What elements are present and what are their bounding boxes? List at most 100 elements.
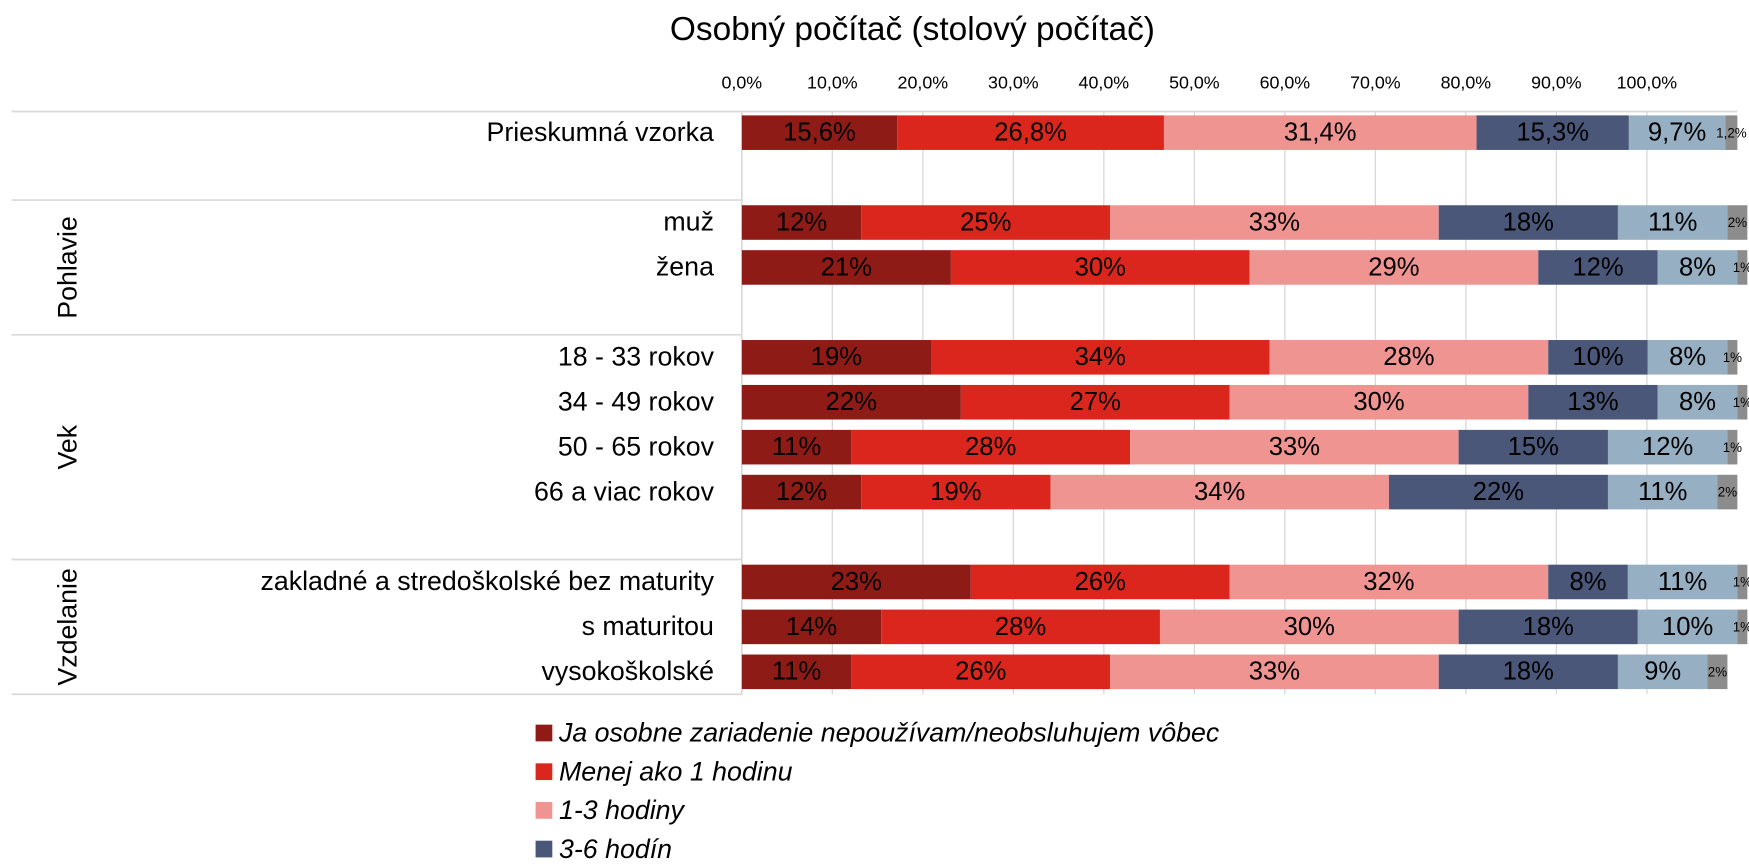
data-label: 15%	[1508, 433, 1559, 461]
bar-segment	[1130, 429, 1459, 465]
data-label: 34%	[1075, 343, 1126, 371]
category-label: s maturitou	[582, 611, 714, 641]
legend-label: 3-6 hodín	[559, 834, 672, 864]
data-label: 26%	[1075, 568, 1126, 596]
legend-label: Menej ako 1 hodinu	[559, 756, 793, 786]
data-label: 31,4%	[1284, 119, 1357, 147]
data-label: 28%	[965, 433, 1016, 461]
data-label: 30%	[1353, 388, 1404, 416]
data-label: 2%	[1728, 215, 1747, 230]
bar-segment	[1627, 564, 1738, 600]
legend-swatch	[535, 724, 553, 742]
bar-segment	[881, 609, 1160, 645]
bar-segment	[1737, 250, 1748, 285]
data-label: 13%	[1567, 388, 1618, 416]
bar-segment	[1647, 340, 1728, 375]
data-label: 10%	[1572, 343, 1623, 371]
data-label: 22%	[826, 388, 877, 416]
data-label: 12%	[776, 208, 827, 236]
bar-segment	[1538, 250, 1658, 285]
bar-segment	[1438, 654, 1618, 690]
category-label: 34 - 49 rokov	[558, 386, 715, 416]
data-label: 23%	[831, 568, 882, 596]
bar-segment	[1229, 564, 1549, 600]
bar-segment	[741, 474, 862, 510]
bar-segment	[1438, 205, 1618, 240]
data-label: 11%	[1648, 208, 1697, 236]
bar-segment	[741, 609, 882, 645]
bar-segment	[741, 340, 931, 375]
data-label: 9,7%	[1648, 119, 1706, 147]
bar-segment	[1528, 384, 1658, 420]
data-label: 12%	[1642, 433, 1693, 461]
bar-segment	[897, 115, 1164, 150]
data-label: 8%	[1570, 568, 1607, 596]
bar-segment	[1159, 609, 1459, 645]
data-label: 19%	[811, 343, 862, 371]
bar-segment	[1737, 564, 1748, 600]
bar-segment	[1388, 474, 1608, 510]
data-label: 14%	[786, 613, 837, 641]
bar-segment	[1737, 384, 1748, 420]
data-label: 10%	[1662, 613, 1713, 641]
data-label: 29%	[1368, 253, 1419, 281]
bar-segment	[851, 429, 1131, 465]
bar-segment	[1607, 429, 1728, 465]
data-label: 2%	[1718, 485, 1737, 500]
x-tick-label: 30,0%	[988, 72, 1039, 92]
bar-segment	[1269, 340, 1549, 375]
bar-segment	[1657, 250, 1738, 285]
bar-segment	[741, 250, 951, 285]
bar-segment	[741, 429, 852, 465]
group-label: Vek	[53, 424, 83, 469]
bar-segment	[861, 205, 1111, 240]
data-label: 25%	[960, 208, 1011, 236]
group-label: Vzdelanie	[53, 568, 83, 686]
bar-segment	[1548, 340, 1648, 375]
category-label: 18 - 33 rokov	[558, 341, 715, 371]
bar-segment	[1725, 115, 1738, 150]
x-tick-label: 10,0%	[807, 72, 858, 92]
data-label: 15,6%	[783, 119, 856, 147]
data-label: 19%	[930, 478, 981, 506]
bar-segment	[1050, 474, 1389, 510]
x-tick-label: 0,0%	[722, 72, 763, 92]
category-label: žena	[656, 252, 714, 282]
bar-segment	[1727, 429, 1738, 465]
data-label: 21%	[821, 253, 872, 281]
bar-segment	[970, 564, 1230, 600]
bar-segment	[950, 250, 1250, 285]
bar-segment	[1607, 474, 1718, 510]
data-label: 1%	[1733, 260, 1749, 275]
bar-segment	[1617, 205, 1728, 240]
data-label: 8%	[1669, 343, 1706, 371]
legend-swatch	[535, 763, 553, 781]
category-label: muž	[663, 207, 714, 237]
data-label: 18%	[1503, 658, 1554, 686]
category-label: 50 - 65 rokov	[558, 431, 715, 461]
data-label: 12%	[776, 478, 827, 506]
group-label: Pohlavie	[53, 216, 83, 319]
data-label: 30%	[1284, 613, 1335, 641]
bar-segment	[1110, 205, 1439, 240]
category-label: vysokoškolské	[542, 656, 714, 686]
x-tick-label: 80,0%	[1441, 72, 1492, 92]
data-label: 33%	[1249, 658, 1300, 686]
data-label: 34%	[1194, 478, 1245, 506]
data-label: 1%	[1733, 395, 1749, 410]
data-label: 1,2%	[1716, 125, 1747, 140]
data-label: 1%	[1733, 620, 1749, 635]
data-label: 8%	[1679, 253, 1716, 281]
bar-segment	[930, 340, 1270, 375]
bar-segment	[741, 384, 961, 420]
x-tick-label: 40,0%	[1079, 72, 1130, 92]
bar-segment	[1657, 384, 1738, 420]
bar-segment	[960, 384, 1230, 420]
data-label: 11%	[772, 433, 821, 461]
bar-segment	[741, 654, 852, 690]
x-tick-label: 50,0%	[1169, 72, 1220, 92]
bar-segment	[1707, 654, 1728, 690]
data-label: 28%	[995, 613, 1046, 641]
bar-segment	[1476, 115, 1629, 150]
